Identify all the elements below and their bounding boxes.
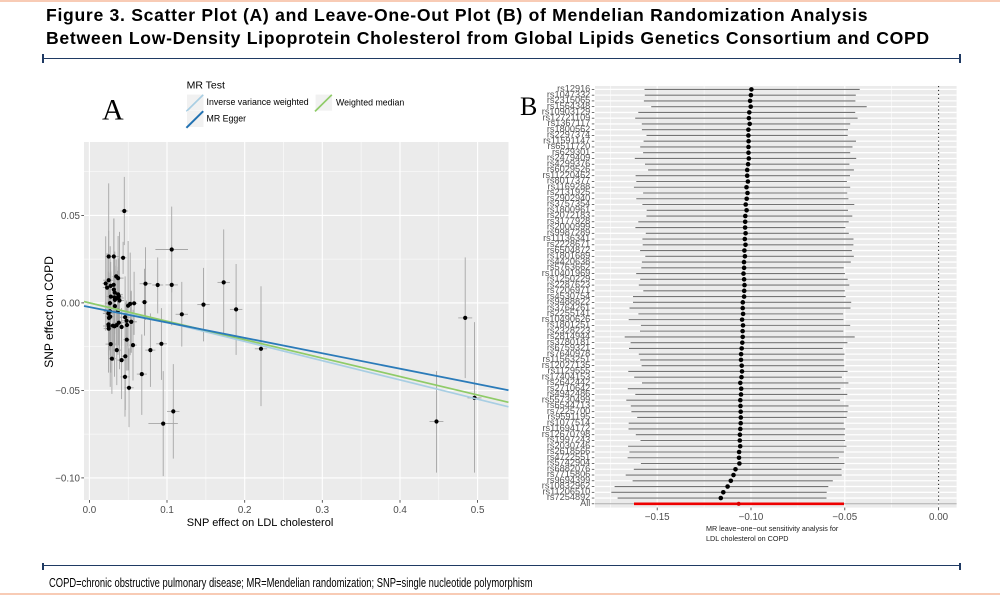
svg-text:−0.10: −0.10 bbox=[739, 512, 764, 523]
svg-text:−0.10: −0.10 bbox=[55, 473, 80, 484]
svg-text:SNP effect on LDL cholesterol: SNP effect on LDL cholesterol bbox=[187, 517, 334, 529]
svg-text:rs12027135: rs12027135 bbox=[542, 360, 591, 370]
svg-text:rs2902940: rs2902940 bbox=[547, 193, 590, 203]
svg-text:rs11206510: rs11206510 bbox=[542, 486, 590, 496]
svg-text:rs1250229: rs1250229 bbox=[547, 274, 590, 284]
svg-text:rs4530754: rs4530754 bbox=[547, 291, 590, 301]
svg-text:rs3757354: rs3757354 bbox=[547, 199, 590, 209]
svg-text:0.2: 0.2 bbox=[238, 505, 252, 516]
svg-text:rs4420638: rs4420638 bbox=[547, 256, 590, 266]
svg-text:0.4: 0.4 bbox=[393, 505, 407, 516]
svg-text:rs2315065: rs2315065 bbox=[547, 95, 590, 105]
svg-text:rs3780181: rs3780181 bbox=[547, 337, 590, 347]
svg-text:rs11591147: rs11591147 bbox=[543, 135, 590, 145]
svg-text:rs6882076: rs6882076 bbox=[547, 463, 590, 473]
svg-text:0.00: 0.00 bbox=[61, 298, 81, 309]
svg-text:rs2072183: rs2072183 bbox=[547, 210, 590, 220]
svg-text:A: A bbox=[102, 94, 124, 127]
svg-text:rs6544713: rs6544713 bbox=[547, 400, 590, 410]
svg-text:rs10903129: rs10903129 bbox=[542, 107, 591, 117]
svg-text:rs12916: rs12916 bbox=[557, 84, 590, 94]
svg-text:rs1801689: rs1801689 bbox=[547, 251, 590, 261]
svg-text:0.00: 0.00 bbox=[929, 512, 949, 523]
svg-text:−0.05: −0.05 bbox=[832, 512, 857, 523]
svg-text:rs10832962: rs10832962 bbox=[542, 481, 591, 491]
svg-text:rs1077514: rs1077514 bbox=[547, 417, 590, 427]
svg-text:B: B bbox=[520, 92, 537, 121]
svg-text:Inverse variance weighted: Inverse variance weighted bbox=[207, 97, 309, 107]
svg-text:MR Test: MR Test bbox=[187, 80, 225, 92]
svg-text:rs6511720: rs6511720 bbox=[548, 141, 591, 151]
svg-text:rs1564348: rs1564348 bbox=[547, 101, 590, 111]
svg-text:0.1: 0.1 bbox=[160, 505, 174, 516]
svg-text:Weighted median: Weighted median bbox=[336, 98, 404, 108]
svg-text:0.3: 0.3 bbox=[315, 505, 329, 516]
svg-text:rs2479409: rs2479409 bbox=[547, 153, 590, 163]
svg-text:rs1367117: rs1367117 bbox=[548, 118, 591, 128]
svg-text:rs5763662: rs5763662 bbox=[547, 262, 590, 272]
svg-text:rs4942486: rs4942486 bbox=[547, 389, 590, 399]
svg-text:rs2131925: rs2131925 bbox=[547, 187, 590, 197]
svg-text:rs4722551: rs4722551 bbox=[547, 452, 590, 462]
svg-text:rs1169288: rs1169288 bbox=[548, 181, 591, 191]
svg-text:LDL cholesterol on COPD: LDL cholesterol on COPD bbox=[706, 534, 788, 543]
svg-text:MR leave−one−out sensitivity a: MR leave−one−out sensitivity analysis fo… bbox=[706, 524, 839, 533]
svg-text:rs17404153: rs17404153 bbox=[542, 371, 591, 381]
svg-text:rs7715806: rs7715806 bbox=[547, 469, 590, 479]
svg-text:rs2000999: rs2000999 bbox=[547, 222, 590, 232]
svg-text:−0.05: −0.05 bbox=[55, 386, 80, 397]
svg-text:−0.15: −0.15 bbox=[645, 512, 670, 523]
svg-text:rs1801251: rs1801251 bbox=[547, 320, 590, 330]
svg-text:rs1997243: rs1997243 bbox=[547, 435, 590, 445]
svg-text:rs2618566: rs2618566 bbox=[547, 446, 590, 456]
svg-text:rs9591195: rs9591195 bbox=[548, 412, 591, 422]
svg-text:rs2228671: rs2228671 bbox=[547, 239, 590, 249]
svg-text:rs2328223: rs2328223 bbox=[547, 325, 590, 335]
svg-text:rs12721109: rs12721109 bbox=[542, 112, 590, 122]
svg-text:rs9694399: rs9694399 bbox=[547, 475, 590, 485]
svg-text:rs1800562: rs1800562 bbox=[547, 124, 590, 134]
svg-text:rs7206971: rs7206971 bbox=[547, 285, 590, 295]
svg-text:rs1800961: rs1800961 bbox=[547, 204, 590, 214]
svg-text:rs7254892: rs7254892 bbox=[547, 492, 590, 502]
svg-text:MR Egger: MR Egger bbox=[207, 114, 247, 124]
svg-text:0.0: 0.0 bbox=[83, 505, 97, 516]
svg-text:rs2297374: rs2297374 bbox=[547, 130, 590, 140]
svg-text:rs6029526: rs6029526 bbox=[547, 164, 590, 174]
svg-text:rs2710642: rs2710642 bbox=[547, 383, 590, 393]
svg-text:rs11563251: rs11563251 bbox=[542, 354, 590, 364]
svg-text:rs4299376: rs4299376 bbox=[547, 158, 590, 168]
svg-text:rs1047332: rs1047332 bbox=[547, 89, 590, 99]
svg-text:rs7640978: rs7640978 bbox=[547, 348, 590, 358]
svg-text:rs2255141: rs2255141 bbox=[547, 308, 590, 318]
svg-text:rs11136341: rs11136341 bbox=[543, 233, 590, 243]
svg-text:rs7225700: rs7225700 bbox=[547, 406, 590, 416]
svg-text:SNP effect on COPD: SNP effect on COPD bbox=[42, 256, 56, 368]
svg-text:0.05: 0.05 bbox=[61, 211, 81, 222]
svg-text:rs3764261: rs3764261 bbox=[547, 302, 590, 312]
svg-text:0.5: 0.5 bbox=[471, 505, 485, 516]
svg-text:rs11220462: rs11220462 bbox=[542, 170, 590, 180]
svg-text:rs5742904: rs5742904 bbox=[547, 458, 590, 468]
svg-text:rs2287623: rs2287623 bbox=[547, 279, 590, 289]
svg-text:rs2814944: rs2814944 bbox=[547, 331, 590, 341]
svg-text:rs55730499: rs55730499 bbox=[542, 394, 591, 404]
svg-text:rs9488822: rs9488822 bbox=[547, 297, 590, 307]
svg-text:rs9987289: rs9987289 bbox=[547, 227, 590, 237]
svg-text:rs11694172: rs11694172 bbox=[542, 423, 590, 433]
svg-text:All: All bbox=[580, 498, 590, 508]
svg-text:rs6759321: rs6759321 bbox=[547, 343, 590, 353]
svg-text:rs2030746: rs2030746 bbox=[547, 440, 590, 450]
svg-text:rs3177928: rs3177928 bbox=[547, 216, 590, 226]
svg-text:rs12670798: rs12670798 bbox=[542, 429, 591, 439]
svg-text:rs10401969: rs10401969 bbox=[542, 268, 591, 278]
svg-text:rs10490626: rs10490626 bbox=[542, 314, 591, 324]
svg-text:rs6504872: rs6504872 bbox=[547, 245, 590, 255]
svg-text:rs8017377: rs8017377 bbox=[547, 176, 590, 186]
svg-text:rs2642442: rs2642442 bbox=[547, 377, 590, 387]
svg-text:rs1129555: rs1129555 bbox=[548, 366, 591, 376]
svg-text:rs629301: rs629301 bbox=[552, 147, 590, 157]
